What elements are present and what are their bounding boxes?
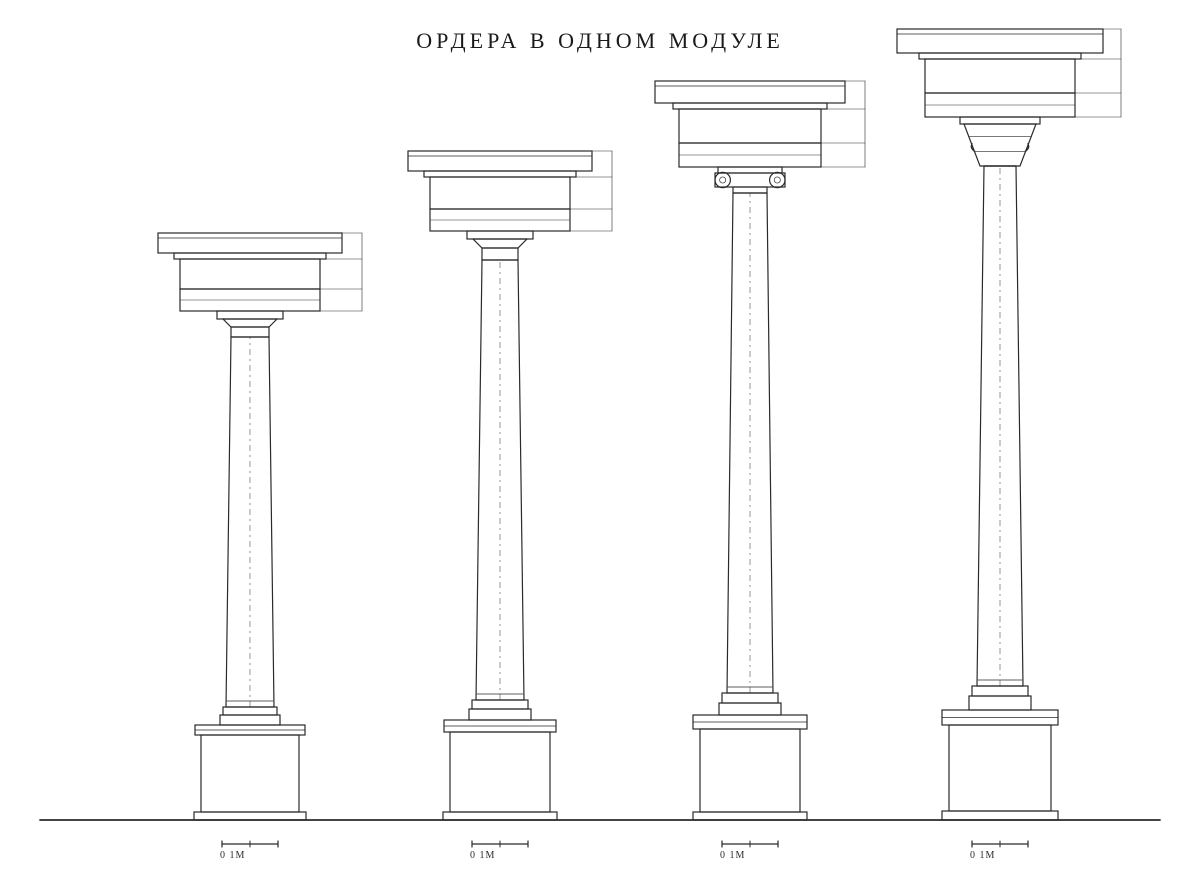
diagram-canvas xyxy=(0,0,1200,876)
scale-label: 0 1М xyxy=(720,850,745,861)
scale-label: 0 1М xyxy=(220,850,245,861)
scale-label: 0 1М xyxy=(970,850,995,861)
scale-label: 0 1М xyxy=(470,850,495,861)
